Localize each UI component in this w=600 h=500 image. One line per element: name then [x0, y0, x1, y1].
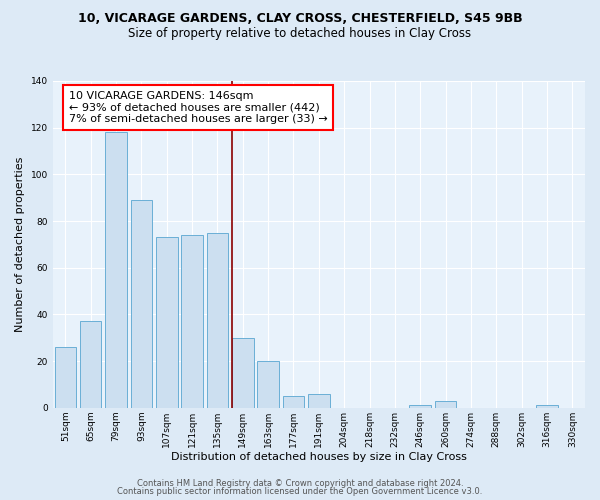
Bar	[232, 338, 254, 408]
Text: 10 VICARAGE GARDENS: 146sqm
← 93% of detached houses are smaller (442)
7% of sem: 10 VICARAGE GARDENS: 146sqm ← 93% of det…	[68, 91, 328, 124]
Bar	[131, 200, 152, 408]
Text: Contains HM Land Registry data © Crown copyright and database right 2024.: Contains HM Land Registry data © Crown c…	[137, 478, 463, 488]
Text: 10, VICARAGE GARDENS, CLAY CROSS, CHESTERFIELD, S45 9BB: 10, VICARAGE GARDENS, CLAY CROSS, CHESTE…	[77, 12, 523, 26]
Text: Contains public sector information licensed under the Open Government Licence v3: Contains public sector information licen…	[118, 487, 482, 496]
Y-axis label: Number of detached properties: Number of detached properties	[15, 156, 25, 332]
Bar	[156, 238, 178, 408]
Bar	[283, 396, 304, 408]
Bar	[80, 322, 101, 408]
Bar	[55, 347, 76, 408]
Bar	[536, 406, 558, 408]
Text: Size of property relative to detached houses in Clay Cross: Size of property relative to detached ho…	[128, 28, 472, 40]
X-axis label: Distribution of detached houses by size in Clay Cross: Distribution of detached houses by size …	[171, 452, 467, 462]
Bar	[181, 235, 203, 408]
Bar	[409, 406, 431, 408]
Bar	[435, 401, 457, 408]
Bar	[105, 132, 127, 408]
Bar	[308, 394, 329, 408]
Bar	[206, 232, 228, 408]
Bar	[257, 361, 279, 408]
